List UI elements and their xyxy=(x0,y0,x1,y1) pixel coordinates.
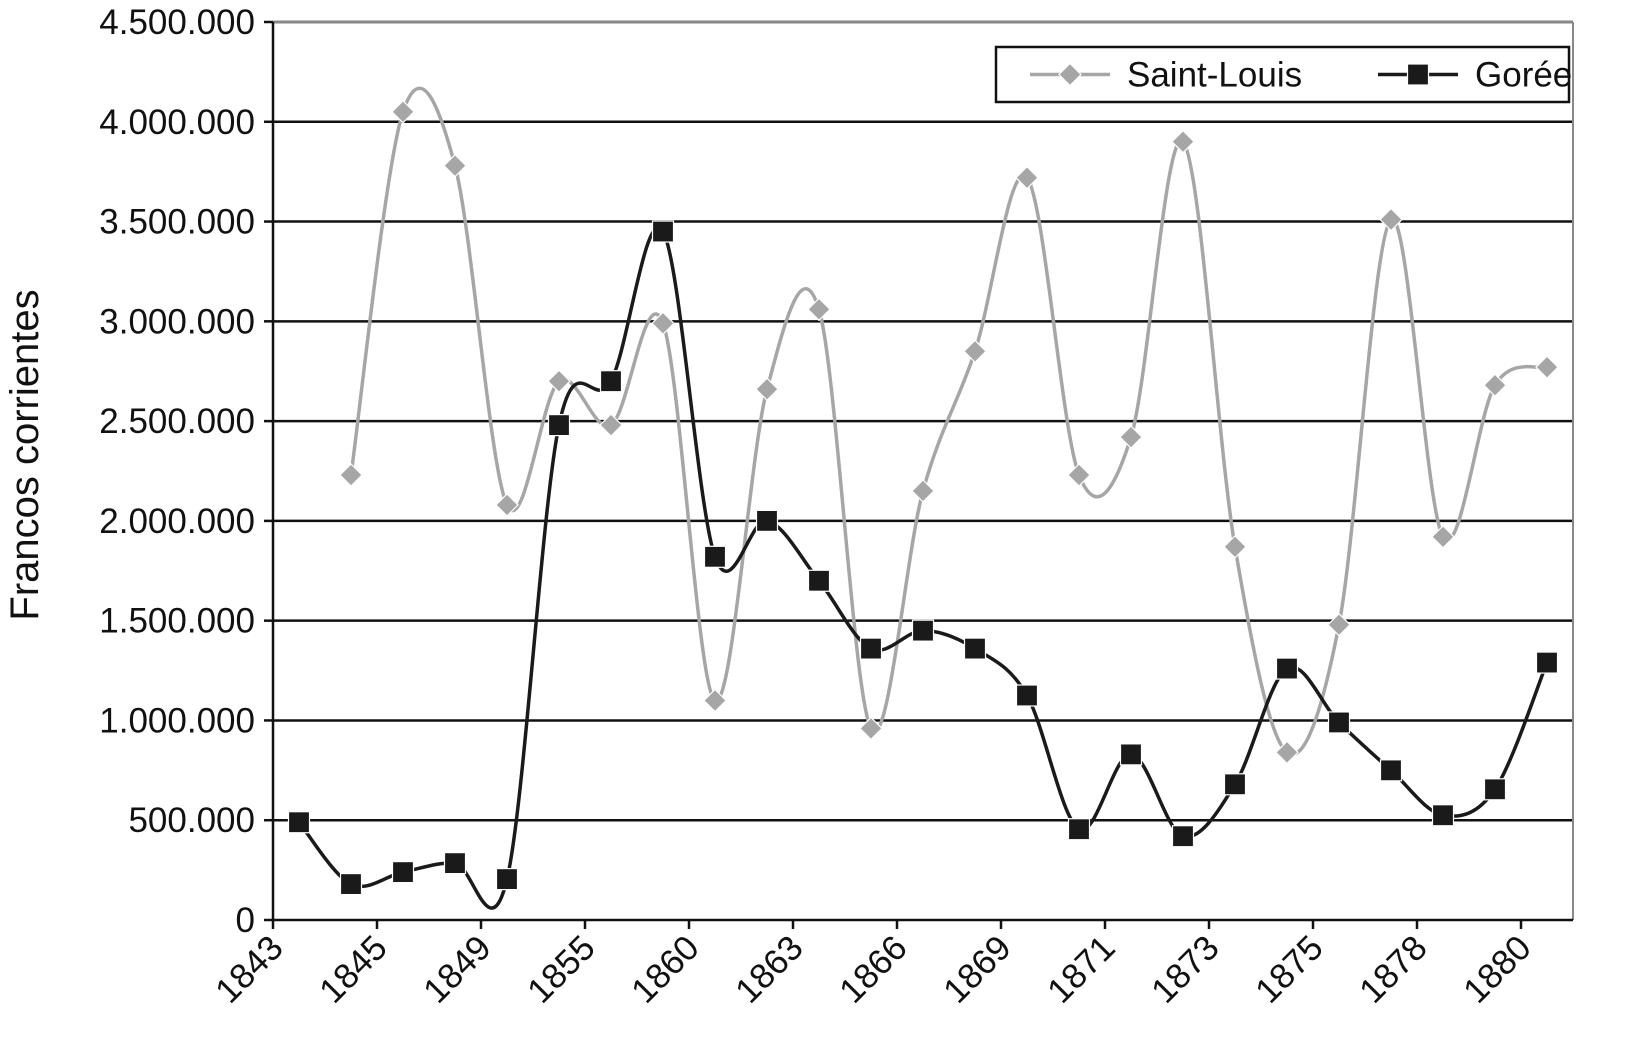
legend-entry: Gorée xyxy=(1378,56,1572,95)
x-tick-label: 1871 xyxy=(1040,928,1123,1011)
x-tick-label: 1855 xyxy=(520,928,603,1011)
x-tick-label: 1843 xyxy=(208,928,291,1011)
data-point xyxy=(1275,657,1299,680)
data-point xyxy=(1223,773,1247,796)
legend-marker xyxy=(1406,63,1430,86)
y-tick-label: 1.000.000 xyxy=(99,701,255,740)
x-tick-label: 1878 xyxy=(1352,928,1435,1011)
data-point xyxy=(1067,463,1091,487)
data-point xyxy=(1015,684,1039,707)
data-point xyxy=(1379,207,1403,232)
legend-label: Gorée xyxy=(1475,56,1572,95)
y-tick-label: 3.000.000 xyxy=(99,302,255,341)
axes xyxy=(271,21,1574,922)
data-point xyxy=(1483,373,1507,398)
data-point xyxy=(807,297,831,322)
x-axis-ticks: 1843 1845 1849 1855 1860 1863 1866 1869 1871 1873… xyxy=(208,920,1539,1011)
y-tick-label: 4.500.000 xyxy=(99,3,255,42)
data-point xyxy=(1275,740,1299,765)
data-point xyxy=(1431,804,1455,827)
data-point xyxy=(599,370,623,393)
x-tick-label: 1849 xyxy=(416,928,499,1011)
data-point xyxy=(651,220,675,243)
x-tick-label: 1863 xyxy=(728,928,811,1011)
data-point xyxy=(1171,129,1195,154)
data-point xyxy=(1223,534,1247,559)
y-tick-label: 1.500.000 xyxy=(99,602,255,641)
data-point xyxy=(547,414,571,437)
x-tick-label: 1845 xyxy=(312,928,395,1011)
y-tick-label: 500.000 xyxy=(128,801,255,840)
series-line xyxy=(297,226,1549,910)
legend: Saint-Louis Gorée xyxy=(994,45,1572,104)
y-tick-label: 4.000.000 xyxy=(99,103,255,142)
data-point xyxy=(1119,425,1143,449)
data-point xyxy=(1119,743,1143,766)
data-point xyxy=(807,569,831,592)
data-point xyxy=(339,463,363,487)
data-point xyxy=(391,861,415,884)
data-point xyxy=(339,872,363,896)
x-tick-label: 1873 xyxy=(1144,928,1227,1011)
y-tick-label: 2.000.000 xyxy=(99,502,255,541)
y-tick-label: 3.500.000 xyxy=(99,203,255,242)
data-point xyxy=(443,852,467,875)
legend-entry: Saint-Louis xyxy=(1030,56,1302,95)
series-layer xyxy=(287,86,1559,910)
data-point xyxy=(443,153,467,178)
data-point xyxy=(1171,825,1195,848)
x-tick-label: 1875 xyxy=(1248,928,1331,1011)
x-tick-label: 1880 xyxy=(1456,928,1539,1011)
data-point xyxy=(547,369,571,394)
data-point xyxy=(1067,818,1091,841)
data-point xyxy=(391,99,415,124)
gridlines xyxy=(273,20,1573,822)
data-point xyxy=(495,867,519,891)
x-tick-label: 1860 xyxy=(624,928,707,1011)
data-point xyxy=(703,545,727,568)
data-point xyxy=(1327,612,1351,637)
data-point xyxy=(911,619,935,642)
data-point xyxy=(859,637,883,660)
data-point xyxy=(651,311,675,336)
y-tick-label: 2.500.000 xyxy=(99,402,255,441)
data-point xyxy=(287,811,311,834)
legend-marker xyxy=(1058,62,1082,87)
y-axis-ticks: 0 500.000 1.000.000 1.500.000 2.000.000 2.500… xyxy=(99,3,273,940)
data-point xyxy=(755,509,779,532)
data-point xyxy=(963,339,987,364)
data-point xyxy=(1483,778,1507,801)
data-point xyxy=(1535,651,1559,674)
data-point xyxy=(1015,165,1039,190)
series-saint-louis xyxy=(339,86,1559,765)
x-tick-label: 1866 xyxy=(832,928,915,1011)
data-point xyxy=(703,688,727,713)
data-point xyxy=(495,493,519,517)
data-point xyxy=(963,637,987,660)
x-tick-label: 1869 xyxy=(936,928,1019,1011)
series-gor-e xyxy=(287,220,1559,910)
data-point xyxy=(1379,759,1403,782)
legend-label: Saint-Louis xyxy=(1127,56,1302,95)
data-point xyxy=(1327,711,1351,734)
data-point xyxy=(1535,355,1559,380)
y-axis-label: Francos corrientes xyxy=(3,289,47,620)
data-point xyxy=(755,377,779,402)
data-point xyxy=(911,479,935,503)
data-point xyxy=(859,716,883,741)
data-point xyxy=(599,413,623,437)
data-point xyxy=(1431,525,1455,549)
y-tick-label: 0 xyxy=(236,901,255,940)
